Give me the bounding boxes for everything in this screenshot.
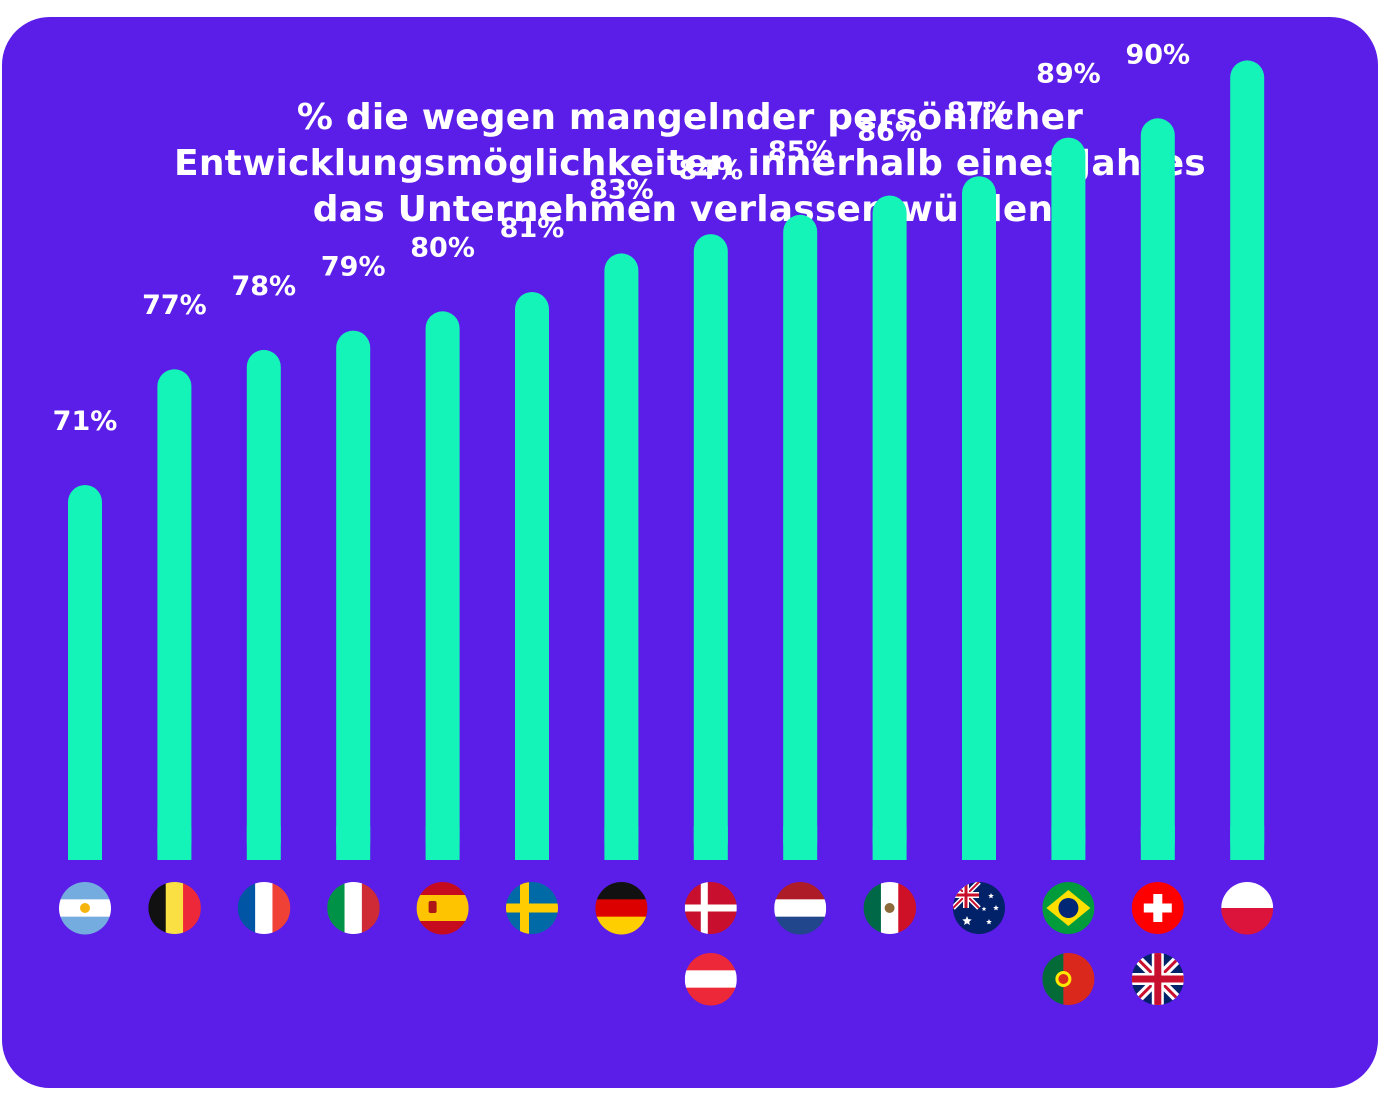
bar-base: [246, 826, 281, 860]
bar: [1051, 137, 1086, 861]
bar: [246, 349, 281, 860]
bar-base: [604, 826, 639, 860]
bar: [515, 292, 549, 860]
united-kingdom-flag-icon: [1131, 953, 1184, 1005]
value-label: 86%: [857, 117, 922, 148]
bar: [1230, 60, 1265, 860]
bar-base: [872, 826, 907, 860]
bar: [962, 176, 996, 860]
germany-flag-icon: [595, 882, 648, 935]
bar-base: [1140, 826, 1175, 860]
bar-base: [336, 826, 371, 860]
portugal-flag-icon: [1042, 953, 1095, 1005]
value-label: 90%: [1125, 39, 1190, 70]
value-label: 87%: [947, 97, 1012, 128]
chart-title-line-3: das Unternehmen verlassen würden.: [312, 189, 1068, 230]
value-label: 80%: [410, 232, 475, 263]
australia-flag-icon: [953, 882, 1005, 934]
bar: [604, 253, 639, 860]
argentina-flag-icon: [59, 882, 111, 935]
bar-base: [962, 826, 996, 860]
bar: [1140, 118, 1175, 861]
mexico-flag-icon: [863, 882, 917, 934]
belgium-flag-icon: [148, 882, 201, 934]
bar: [68, 485, 102, 860]
value-label: 85%: [768, 136, 833, 167]
value-label: 93%: [1215, 0, 1280, 12]
bar-base: [515, 826, 549, 860]
value-label: 81%: [500, 213, 565, 244]
sweden-flag-icon: [506, 882, 558, 934]
netherlands-flag-icon: [774, 882, 827, 935]
brazil-flag-icon: [1042, 882, 1095, 934]
bar: [425, 311, 460, 860]
spain-flag-icon: [416, 882, 469, 935]
bar: [336, 330, 371, 861]
value-label: 89%: [1036, 59, 1101, 90]
bar-base: [157, 826, 192, 860]
bar: [693, 234, 728, 861]
poland-flag-icon: [1221, 882, 1274, 935]
bar-base: [693, 826, 728, 860]
chart-title: % die wegen mangelnder persönlicher Entw…: [0, 95, 1380, 233]
france-flag-icon: [237, 882, 291, 934]
denmark-flag-icon: [684, 882, 737, 934]
bar-base: [425, 826, 460, 860]
value-label: 71%: [53, 406, 118, 437]
bar-base: [68, 826, 102, 860]
bar-base: [783, 826, 818, 860]
value-label: 77%: [142, 290, 207, 321]
switzerland-flag-icon: [1131, 882, 1184, 934]
chart-title-line-1: % die wegen mangelnder persönlicher: [296, 97, 1084, 138]
value-label: 78%: [231, 271, 296, 302]
value-label: 83%: [589, 174, 654, 205]
bar-base: [1230, 826, 1265, 860]
bar: [783, 214, 818, 861]
bar: [872, 195, 907, 860]
italy-flag-icon: [327, 882, 380, 934]
austria-flag-icon: [684, 953, 737, 1006]
bar-base: [1051, 826, 1086, 860]
bar: [157, 369, 192, 860]
chart-title-line-2: Entwicklungsmöglichkeiten innerhalb eine…: [174, 143, 1206, 184]
value-label: 84%: [678, 155, 743, 186]
value-label: 79%: [321, 252, 386, 283]
